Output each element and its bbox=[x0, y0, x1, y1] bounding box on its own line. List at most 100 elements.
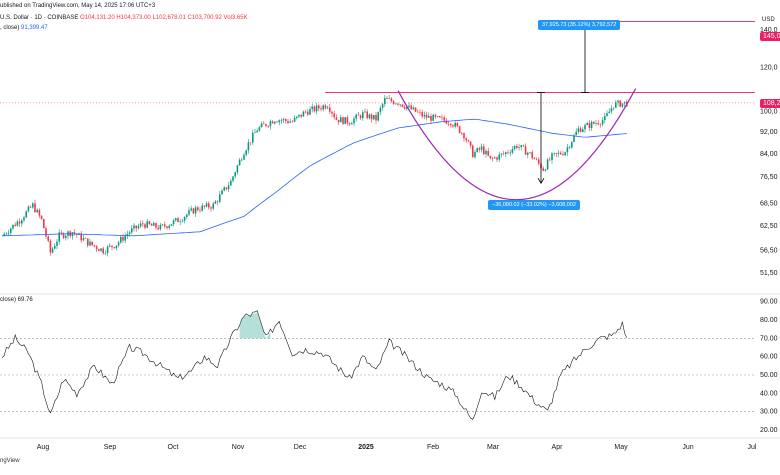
ma-row: , close) 91,399.47 bbox=[0, 25, 48, 31]
candle-body bbox=[465, 138, 467, 141]
candle-body bbox=[430, 115, 432, 121]
measure-label-down: −36,080.02 (−33.02%) −3,608,002 bbox=[488, 200, 580, 210]
candle-body bbox=[168, 225, 170, 228]
candle-body bbox=[177, 218, 179, 223]
candle-body bbox=[243, 154, 245, 160]
price-tick-label: 120,0 bbox=[760, 64, 778, 71]
candle-body bbox=[560, 152, 562, 155]
candle-body bbox=[247, 142, 250, 151]
candle-body bbox=[342, 117, 344, 124]
candle-body bbox=[406, 106, 408, 109]
candle-body bbox=[564, 152, 566, 156]
candle-body bbox=[351, 123, 353, 125]
candle-body bbox=[315, 105, 318, 112]
candle-body bbox=[357, 114, 360, 116]
candle-body bbox=[153, 223, 155, 226]
candle-body bbox=[256, 130, 258, 133]
candle-body bbox=[472, 145, 474, 158]
ohlc-row: U.S. Dollar · 1D · COINBASE O104,131.20 … bbox=[0, 15, 248, 21]
candle-body bbox=[87, 238, 89, 246]
candle-body bbox=[379, 107, 382, 113]
candle-body bbox=[186, 214, 188, 218]
candle-body bbox=[190, 208, 192, 211]
candle-body bbox=[320, 108, 322, 110]
rsi-tick-label: 40.00 bbox=[760, 390, 778, 397]
time-tick-label: Feb bbox=[427, 444, 439, 451]
candle-body bbox=[509, 152, 511, 154]
candle-body bbox=[254, 132, 256, 133]
rsi-tick-label: 70.00 bbox=[760, 335, 778, 342]
candle-body bbox=[150, 224, 153, 226]
candle-body bbox=[287, 120, 289, 123]
candle-body bbox=[329, 107, 331, 112]
candle-body bbox=[49, 240, 52, 253]
candle-body bbox=[571, 141, 573, 148]
candle-body bbox=[249, 142, 252, 144]
candle-body bbox=[553, 152, 555, 154]
candle-body bbox=[43, 219, 45, 229]
time-tick-label: Jul bbox=[748, 444, 757, 451]
candle-body bbox=[333, 113, 335, 118]
candle-body bbox=[502, 153, 505, 155]
candle-body bbox=[454, 122, 456, 127]
high-value: H104,373.00 bbox=[116, 15, 151, 21]
candle-body bbox=[263, 123, 265, 125]
candle-body bbox=[91, 241, 93, 246]
candle-body bbox=[511, 149, 514, 153]
candle-body bbox=[366, 111, 368, 119]
candle-body bbox=[205, 203, 208, 207]
price-tick-label: 92,00 bbox=[760, 129, 778, 136]
candle-body bbox=[84, 238, 87, 239]
candle-body bbox=[60, 232, 63, 234]
candle-body bbox=[302, 111, 305, 117]
candle-body bbox=[399, 104, 401, 106]
level-badge-upper: 145,0 bbox=[760, 32, 780, 41]
candle-body bbox=[104, 252, 107, 254]
candle-body bbox=[538, 159, 540, 164]
time-tick-label: Sep bbox=[104, 444, 117, 451]
candle-body bbox=[212, 203, 214, 209]
candle-body bbox=[615, 102, 617, 108]
candle-body bbox=[469, 141, 472, 146]
candle-body bbox=[478, 148, 481, 150]
level-badge-current: 108,2 bbox=[760, 99, 780, 108]
candle-body bbox=[51, 248, 54, 253]
candle-body bbox=[29, 206, 32, 208]
candle-body bbox=[557, 152, 560, 154]
candle-body bbox=[73, 232, 76, 234]
candle-body bbox=[252, 132, 254, 143]
candle-body bbox=[542, 168, 544, 171]
candle-body bbox=[324, 105, 327, 109]
candle-body bbox=[443, 117, 445, 121]
candle-body bbox=[584, 125, 586, 130]
candle-body bbox=[480, 146, 483, 150]
candle-body bbox=[348, 123, 351, 125]
candle-body bbox=[586, 123, 588, 126]
candle-body bbox=[120, 236, 122, 243]
candle-body bbox=[373, 115, 375, 120]
price-tick-label: 51,50 bbox=[760, 270, 778, 277]
candle-body bbox=[179, 221, 181, 223]
candle-body bbox=[214, 201, 217, 204]
candle-body bbox=[10, 228, 12, 233]
candle-body bbox=[289, 121, 291, 123]
candle-body bbox=[293, 117, 296, 122]
candle-body bbox=[513, 146, 516, 150]
candle-body bbox=[428, 115, 430, 118]
candle-body bbox=[370, 114, 373, 120]
candle-body bbox=[381, 104, 384, 108]
close-value: C103,700.92 bbox=[187, 15, 222, 21]
candle-body bbox=[111, 245, 113, 248]
candle-body bbox=[335, 117, 338, 120]
time-tick-label: Mar bbox=[487, 444, 500, 451]
candle-body bbox=[403, 106, 406, 109]
candle-body bbox=[425, 114, 428, 118]
candle-body bbox=[412, 107, 415, 110]
candle-body bbox=[93, 245, 96, 247]
price-tick-label: 56,50 bbox=[760, 247, 778, 254]
candle-body bbox=[309, 109, 311, 115]
candle-body bbox=[377, 112, 379, 121]
candle-body bbox=[384, 98, 386, 105]
candle-body bbox=[106, 246, 109, 253]
